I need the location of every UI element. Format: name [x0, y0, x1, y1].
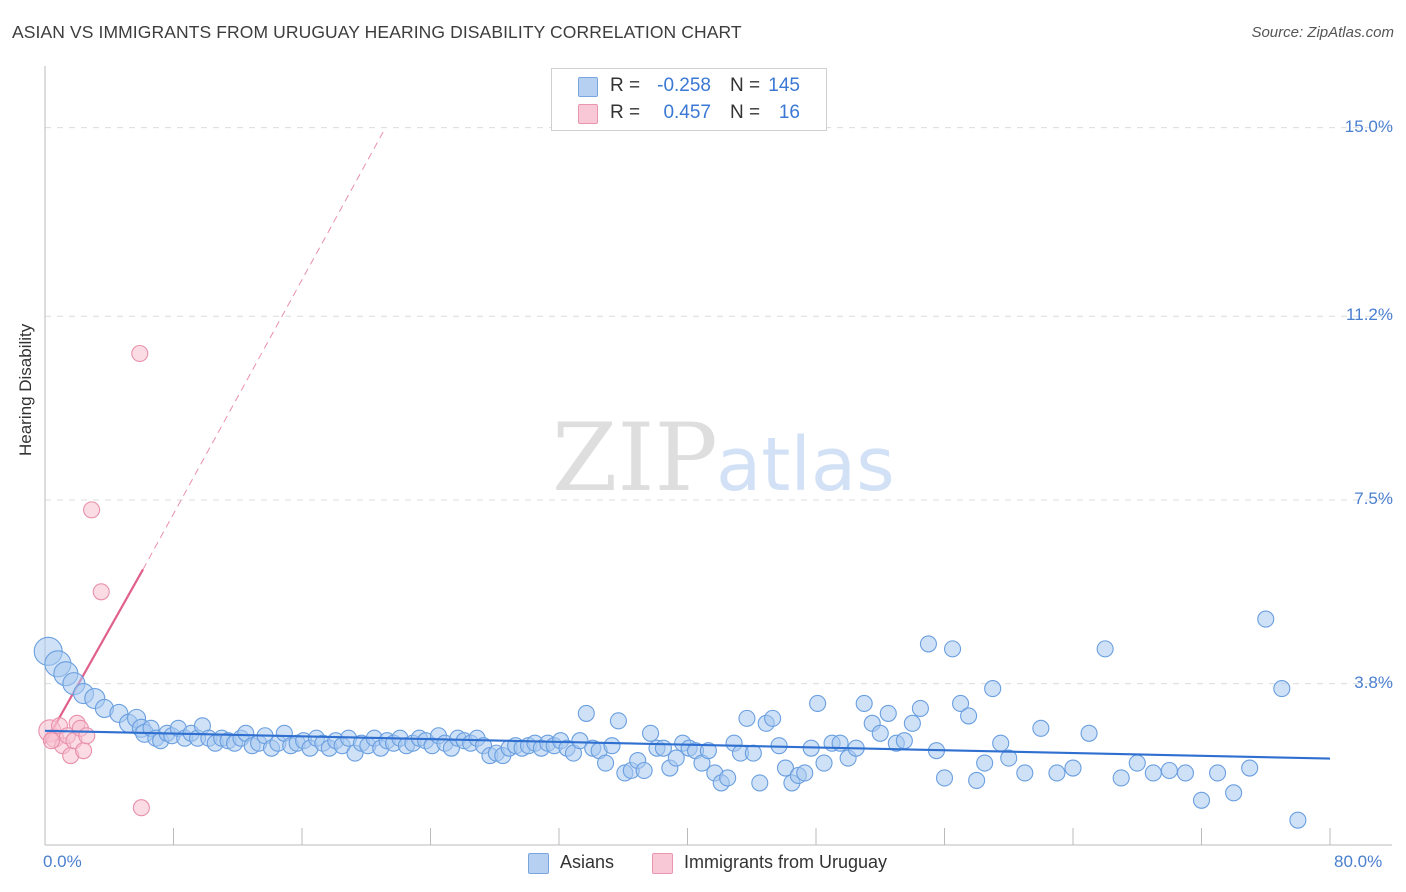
data-point-asians: [1128, 754, 1146, 772]
data-point-asians: [635, 761, 653, 780]
y-axis-label: Hearing Disability: [16, 323, 35, 456]
legend-swatch-pink: [578, 104, 598, 124]
data-point-asians: [968, 771, 986, 789]
legend-n-label: N =: [730, 75, 761, 96]
data-point-asians: [1273, 680, 1291, 698]
legend-label-uruguay: Immigrants from Uruguay: [684, 852, 888, 872]
trendline-asians-solid: [44, 729, 1331, 760]
chart-source: Source: ZipAtlas.com: [1251, 24, 1394, 41]
data-point-asians: [976, 754, 994, 772]
data-point-asians: [744, 744, 762, 762]
data-point-asians: [719, 769, 737, 787]
data-point-asians: [603, 737, 621, 755]
correlation-legend: R = -0.258 N = 145 R = 0.457 N = 16: [551, 68, 827, 131]
data-point-asians: [911, 699, 929, 717]
legend-r-value: -0.258: [657, 75, 711, 96]
data-point-asians: [699, 742, 717, 760]
data-point-asians: [1289, 811, 1307, 829]
data-point-asians: [571, 732, 589, 750]
series-asians: [33, 610, 1307, 829]
series-uruguay: [38, 344, 150, 817]
data-point-asians: [751, 774, 769, 792]
data-point-asians: [796, 764, 814, 782]
data-point-asians: [776, 759, 795, 777]
y-tick-label: 7.5%: [1354, 488, 1393, 508]
data-point-asians: [903, 714, 921, 732]
data-point-asians: [943, 640, 962, 658]
data-point-asians: [871, 724, 889, 742]
data-point-asians: [1000, 749, 1018, 767]
data-point-asians: [855, 694, 873, 713]
legend-r-value: 0.457: [663, 102, 711, 123]
data-point-asians: [992, 734, 1010, 752]
data-point-asians: [895, 732, 913, 750]
watermark-atlas: atlas: [716, 422, 895, 508]
data-point-uruguay: [78, 727, 96, 745]
legend-r-label: R =: [610, 75, 641, 96]
data-point-uruguay: [83, 501, 101, 519]
data-point-asians: [815, 754, 833, 772]
data-point-asians: [764, 709, 782, 727]
data-point-asians: [577, 704, 595, 722]
axes: [44, 66, 1392, 846]
data-point-asians: [597, 754, 615, 772]
series-legend: Asians Immigrants from Uruguay: [0, 852, 1406, 878]
x-tick-label-min: 0.0%: [43, 852, 82, 871]
data-point-asians: [1192, 791, 1211, 809]
data-point-asians: [1225, 784, 1243, 802]
data-point-asians: [1257, 610, 1275, 628]
x-tick-label-max: 80.0%: [1334, 852, 1383, 871]
data-point-uruguay: [131, 344, 149, 363]
data-point-uruguay: [92, 583, 110, 601]
data-point-asians: [809, 694, 827, 713]
legend-n-value: 16: [778, 102, 800, 123]
data-point-asians: [1064, 759, 1082, 777]
data-point-asians: [952, 694, 970, 713]
legend-n-value: 145: [768, 75, 800, 96]
legend-swatch-blue: [528, 853, 549, 874]
trendline-uruguay-extension: [142, 127, 386, 570]
watermark-zip: ZIP: [552, 404, 718, 513]
y-tick-label: 3.8%: [1354, 672, 1393, 692]
data-point-asians: [1096, 640, 1114, 658]
data-point-asians: [642, 724, 660, 742]
data-point-asians: [919, 635, 937, 653]
watermark: ZIP atlas: [552, 404, 895, 513]
data-point-uruguay: [132, 799, 150, 817]
data-point-asians: [1048, 764, 1066, 782]
data-point-asians: [984, 680, 1002, 698]
data-point-asians: [1241, 759, 1259, 777]
y-tick-label: 15.0%: [1344, 116, 1393, 136]
data-point-asians: [667, 749, 685, 767]
data-point-asians: [1080, 724, 1098, 742]
legend-swatch-blue: [578, 77, 598, 97]
legend-r-label: R =: [610, 102, 641, 123]
y-tick-label: 11.2%: [1346, 305, 1393, 325]
legend-label-asians: Asians: [560, 852, 615, 872]
data-point-uruguay: [75, 742, 93, 760]
data-point-asians: [1144, 764, 1162, 782]
data-point-asians: [609, 712, 627, 730]
data-point-asians: [1112, 769, 1130, 787]
trendline-asians: [44, 729, 1331, 760]
legend-swatch-pink: [652, 853, 673, 874]
data-point-asians: [1209, 764, 1227, 782]
legend-n-label: N =: [730, 102, 761, 123]
data-point-asians: [1032, 719, 1050, 737]
data-point-asians: [1016, 764, 1034, 782]
data-point-asians: [1176, 764, 1194, 782]
data-point-asians: [935, 769, 954, 787]
trendline-uruguay: [44, 127, 386, 744]
data-point-asians: [738, 709, 756, 727]
grid-lines: [45, 127, 1392, 685]
data-point-asians: [1160, 761, 1178, 780]
chart-title: ASIAN VS IMMIGRANTS FROM URUGUAY HEARING…: [12, 22, 742, 42]
data-point-asians: [879, 704, 897, 722]
trendline-uruguay-solid: [44, 568, 144, 744]
data-point-uruguay: [42, 732, 60, 750]
data-point-asians: [960, 707, 978, 725]
